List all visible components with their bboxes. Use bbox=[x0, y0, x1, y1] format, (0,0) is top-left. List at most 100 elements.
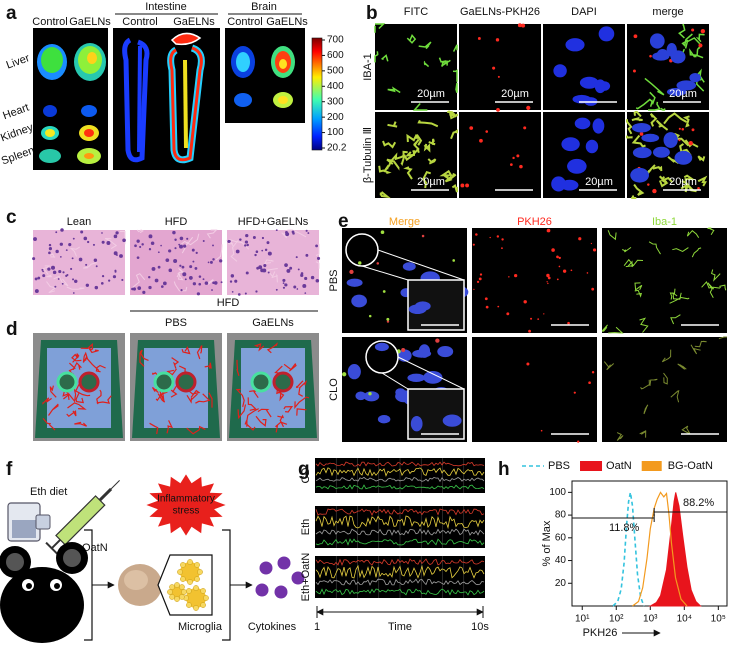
microglia bbox=[186, 602, 192, 608]
texture bbox=[422, 171, 431, 189]
texture bbox=[85, 263, 88, 266]
texture bbox=[428, 138, 436, 146]
texture bbox=[66, 410, 77, 417]
texture bbox=[632, 69, 636, 73]
texture bbox=[501, 247, 503, 250]
trace bbox=[315, 588, 485, 596]
texture bbox=[286, 268, 291, 273]
texture bbox=[570, 269, 573, 272]
texture bbox=[658, 176, 669, 188]
texture bbox=[101, 240, 105, 244]
texture bbox=[648, 101, 661, 111]
texture bbox=[586, 272, 589, 274]
texture bbox=[523, 126, 527, 130]
column-label: GaELNs bbox=[252, 317, 294, 329]
texture bbox=[403, 147, 420, 162]
texture bbox=[295, 256, 298, 259]
texture bbox=[565, 38, 585, 52]
texture bbox=[547, 282, 549, 285]
texture bbox=[579, 76, 599, 89]
object bbox=[78, 371, 100, 393]
texture bbox=[266, 342, 278, 354]
texture bbox=[291, 230, 295, 234]
texture bbox=[236, 359, 240, 376]
texture bbox=[63, 387, 77, 403]
texture bbox=[649, 378, 658, 386]
colorbar-tick-label: 500 bbox=[327, 65, 344, 76]
texture bbox=[261, 249, 264, 252]
texture bbox=[100, 281, 104, 285]
texture bbox=[697, 155, 706, 162]
texture bbox=[382, 140, 397, 149]
texture bbox=[284, 263, 288, 267]
texture bbox=[266, 241, 270, 245]
texture bbox=[380, 230, 385, 234]
texture bbox=[219, 259, 223, 263]
texture bbox=[667, 156, 680, 164]
texture bbox=[648, 241, 661, 255]
texture bbox=[631, 116, 643, 122]
microglia bbox=[179, 594, 185, 600]
texture bbox=[132, 287, 137, 291]
texture bbox=[173, 259, 178, 264]
texture bbox=[48, 243, 52, 247]
texture bbox=[622, 246, 632, 253]
texture bbox=[194, 267, 198, 270]
x-axis-label: PKH26 bbox=[583, 627, 618, 639]
texture bbox=[427, 158, 437, 165]
texture bbox=[181, 265, 185, 269]
texture bbox=[478, 277, 482, 281]
texture bbox=[78, 257, 83, 262]
texture bbox=[516, 154, 520, 158]
tracking-image bbox=[130, 333, 222, 441]
texture bbox=[681, 425, 691, 434]
arena-zone bbox=[144, 348, 208, 428]
texture bbox=[661, 349, 672, 363]
bracket bbox=[222, 529, 231, 641]
microglia bbox=[177, 569, 183, 575]
texture bbox=[264, 248, 268, 252]
x-tick-label: 10¹ bbox=[575, 614, 590, 625]
texture bbox=[157, 265, 161, 269]
microglia bbox=[193, 605, 199, 611]
texture bbox=[355, 391, 367, 401]
texture bbox=[546, 281, 548, 283]
microglia bbox=[197, 569, 203, 575]
texture bbox=[681, 127, 685, 131]
texture bbox=[148, 248, 152, 251]
texture bbox=[315, 244, 318, 248]
texture bbox=[423, 143, 431, 153]
y-tick-label: 20 bbox=[555, 578, 567, 589]
texture bbox=[701, 280, 720, 289]
texture bbox=[631, 195, 637, 199]
texture bbox=[484, 297, 488, 301]
texture bbox=[32, 257, 36, 261]
texture bbox=[166, 368, 177, 376]
texture bbox=[410, 415, 423, 432]
texture bbox=[198, 282, 202, 286]
panel-h: h 20 40 60 80 100 10¹ 10² 10³ 10⁴ 10⁵ PKH26 % of Ma… bbox=[498, 459, 728, 639]
texture bbox=[192, 260, 195, 263]
texture bbox=[174, 238, 177, 241]
texture bbox=[57, 278, 60, 280]
y-tick-label: 100 bbox=[549, 487, 566, 498]
column-label: PBS bbox=[165, 317, 187, 329]
texture bbox=[184, 278, 187, 281]
texture bbox=[275, 288, 278, 291]
texture bbox=[509, 163, 513, 166]
scale-bar-label: 20µm bbox=[669, 88, 697, 100]
texture bbox=[553, 64, 567, 78]
texture bbox=[119, 254, 123, 258]
texture bbox=[567, 158, 587, 174]
texture bbox=[106, 241, 111, 245]
texture bbox=[74, 279, 78, 284]
texture bbox=[207, 278, 214, 285]
column-label: DAPI bbox=[571, 6, 597, 18]
texture bbox=[62, 271, 65, 274]
ivis-image bbox=[225, 28, 305, 123]
texture bbox=[473, 288, 475, 290]
micrograph bbox=[602, 336, 727, 442]
texture bbox=[132, 273, 146, 288]
texture bbox=[258, 265, 263, 270]
